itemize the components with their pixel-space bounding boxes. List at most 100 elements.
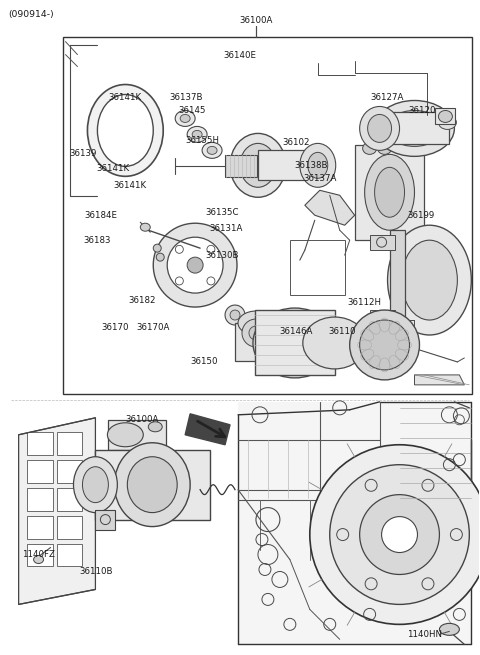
Ellipse shape <box>303 317 367 369</box>
Text: 1140FZ: 1140FZ <box>22 550 55 559</box>
Ellipse shape <box>308 153 328 178</box>
Bar <box>290 240 345 295</box>
Ellipse shape <box>87 84 163 176</box>
Text: (090914-): (090914-) <box>9 10 54 19</box>
Polygon shape <box>26 515 52 538</box>
Text: 36130B: 36130B <box>205 251 239 259</box>
Text: 36131A: 36131A <box>209 224 243 233</box>
Ellipse shape <box>73 457 117 513</box>
Polygon shape <box>57 460 83 483</box>
Ellipse shape <box>156 253 164 261</box>
Ellipse shape <box>192 130 202 138</box>
Ellipse shape <box>368 115 392 142</box>
Ellipse shape <box>167 237 223 293</box>
Ellipse shape <box>330 464 469 605</box>
Ellipse shape <box>363 142 377 155</box>
Text: 36146A: 36146A <box>279 328 312 337</box>
Ellipse shape <box>439 624 459 635</box>
Polygon shape <box>26 488 52 511</box>
Ellipse shape <box>438 111 452 122</box>
Ellipse shape <box>175 277 183 285</box>
Polygon shape <box>26 460 52 483</box>
Ellipse shape <box>300 143 336 187</box>
Bar <box>258 151 318 180</box>
Ellipse shape <box>108 422 144 447</box>
Ellipse shape <box>202 142 222 159</box>
Text: 1140HN: 1140HN <box>407 630 442 639</box>
Ellipse shape <box>378 142 392 155</box>
Bar <box>96 450 210 519</box>
Ellipse shape <box>402 240 457 320</box>
Ellipse shape <box>153 223 237 307</box>
Ellipse shape <box>238 311 274 335</box>
Text: 36141K: 36141K <box>114 181 147 190</box>
Ellipse shape <box>225 305 245 325</box>
Ellipse shape <box>34 555 44 563</box>
Text: 36141K: 36141K <box>97 164 130 173</box>
Ellipse shape <box>207 146 217 155</box>
Ellipse shape <box>187 126 207 142</box>
Bar <box>435 109 456 124</box>
Ellipse shape <box>350 310 420 380</box>
Ellipse shape <box>374 100 455 157</box>
Polygon shape <box>26 432 52 455</box>
Ellipse shape <box>249 326 263 340</box>
Ellipse shape <box>230 134 286 197</box>
Ellipse shape <box>187 257 203 273</box>
Ellipse shape <box>382 517 418 553</box>
Ellipse shape <box>360 320 409 370</box>
Bar <box>235 323 277 361</box>
Text: 36110B: 36110B <box>80 567 113 576</box>
Text: 36150: 36150 <box>191 358 218 366</box>
Ellipse shape <box>267 320 323 366</box>
Ellipse shape <box>365 155 415 230</box>
Text: 36112H: 36112H <box>348 297 382 307</box>
Ellipse shape <box>180 115 190 122</box>
Ellipse shape <box>374 167 405 217</box>
Text: 36110: 36110 <box>328 328 356 337</box>
Ellipse shape <box>360 107 399 151</box>
Ellipse shape <box>310 445 480 624</box>
Polygon shape <box>57 544 83 567</box>
Ellipse shape <box>253 308 336 378</box>
Bar <box>238 402 471 645</box>
Ellipse shape <box>175 111 195 126</box>
Ellipse shape <box>207 246 215 253</box>
Text: 36183: 36183 <box>84 236 111 245</box>
Ellipse shape <box>386 111 443 146</box>
Ellipse shape <box>140 223 150 231</box>
Text: 36100A: 36100A <box>126 415 159 424</box>
Text: 36199: 36199 <box>408 211 435 219</box>
Bar <box>225 155 257 178</box>
Polygon shape <box>19 418 96 605</box>
Text: 36140E: 36140E <box>224 51 256 60</box>
Text: 36100A: 36100A <box>239 16 273 25</box>
Text: 36137B: 36137B <box>169 93 203 102</box>
Text: 36137A: 36137A <box>303 174 336 183</box>
Ellipse shape <box>387 225 471 335</box>
Text: 36102: 36102 <box>282 138 310 147</box>
Text: 36170A: 36170A <box>137 324 170 333</box>
Bar <box>62 37 472 394</box>
Ellipse shape <box>230 310 240 320</box>
Text: 36155H: 36155H <box>185 136 219 145</box>
Bar <box>370 235 395 250</box>
Bar <box>380 113 449 144</box>
Polygon shape <box>415 375 464 385</box>
Ellipse shape <box>127 457 177 513</box>
Polygon shape <box>57 432 83 455</box>
Bar <box>355 145 424 240</box>
Ellipse shape <box>242 319 270 347</box>
Polygon shape <box>185 414 230 445</box>
Polygon shape <box>57 488 83 511</box>
Bar <box>255 310 335 375</box>
Polygon shape <box>57 515 83 538</box>
Text: 36182: 36182 <box>129 295 156 305</box>
Polygon shape <box>26 544 52 567</box>
Text: 36145: 36145 <box>179 106 206 115</box>
Ellipse shape <box>175 246 183 253</box>
Bar <box>370 310 395 325</box>
Bar <box>108 420 166 450</box>
Ellipse shape <box>240 143 276 187</box>
Text: 36139: 36139 <box>70 149 97 158</box>
